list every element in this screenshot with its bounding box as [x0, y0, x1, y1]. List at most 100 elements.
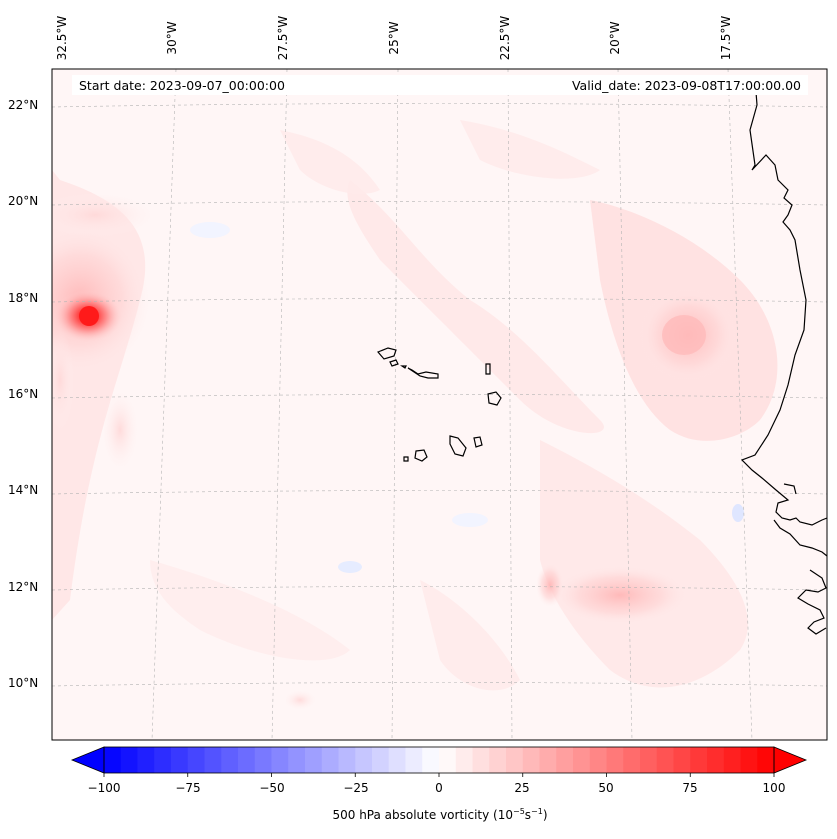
- vorticity-maximum-west-core: [79, 306, 99, 326]
- vorticity-band: [150, 560, 350, 661]
- island-brava: [403, 456, 409, 462]
- colorbar-step: [154, 747, 172, 773]
- colorbar-step: [254, 747, 272, 773]
- colorbar-step: [656, 747, 674, 773]
- colorbar-step: [439, 747, 457, 773]
- colorbar-step: [740, 747, 758, 773]
- meridian-25W: [391, 69, 399, 740]
- colorbar-tick-label: 25: [514, 781, 530, 795]
- vorticity-band: [280, 130, 380, 194]
- island-santo-antao: [376, 347, 397, 360]
- africa-coastline: [783, 483, 797, 495]
- negative-vorticity-patch: [190, 222, 230, 238]
- vorticity-feature: [102, 390, 138, 470]
- colorbar-tick-label: −25: [343, 781, 369, 795]
- colorbar-step: [690, 747, 708, 773]
- colorbar-step: [707, 747, 725, 773]
- negative-vorticity-patch: [452, 513, 488, 527]
- africa-coastline: [797, 569, 827, 635]
- africa-coastline: [773, 519, 828, 557]
- colorbar-step: [539, 747, 557, 773]
- vorticity-feature: [52, 330, 74, 430]
- colorbar-step: [589, 747, 607, 773]
- parallel-10N: [52, 682, 827, 687]
- lat-label-12N: 12°N: [8, 580, 39, 594]
- colorbar-min-extend: [70, 746, 105, 774]
- colorbar-tick-label: 75: [682, 781, 698, 795]
- colorbar-step: [489, 747, 507, 773]
- colorbar-step: [187, 747, 205, 773]
- island-santa-luzia: [400, 365, 407, 369]
- colorbar-step: [455, 747, 473, 773]
- cape-verde-islands: [376, 347, 502, 462]
- meridian-30W: [151, 69, 177, 740]
- colorbar-step: [305, 747, 323, 773]
- colorbar-tick-label: −50: [259, 781, 285, 795]
- lat-label-16N: 16°N: [8, 387, 39, 401]
- colorbar-step: [757, 747, 775, 773]
- lat-label-18N: 18°N: [8, 291, 39, 305]
- lon-label-20W: 20°W: [608, 21, 622, 55]
- parallel-20N: [52, 201, 827, 206]
- island-fogo: [414, 449, 428, 462]
- lon-label-25W: 25°W: [387, 21, 401, 55]
- island-sao-nicolau: [407, 367, 439, 379]
- vorticity-band: [347, 180, 604, 434]
- vorticity-band: [420, 580, 520, 691]
- parallel-12N: [52, 586, 827, 591]
- island-santiago: [449, 435, 467, 457]
- graticule: [52, 69, 827, 740]
- colorbar-step: [120, 747, 138, 773]
- colorbar-step: [673, 747, 691, 773]
- lon-label-22.5W: 22.5°W: [498, 15, 512, 61]
- island-boa-vista: [487, 391, 502, 406]
- lon-label-27.5W: 27.5°W: [276, 15, 290, 61]
- colorbar-step: [171, 747, 189, 773]
- colorbar-step: [640, 747, 658, 773]
- colorbar-step: [606, 747, 624, 773]
- colorbar-tick-label: −100: [87, 781, 121, 795]
- lat-label-10N: 10°N: [8, 676, 39, 690]
- colorbar-steps: [104, 747, 775, 773]
- island-sal: [485, 363, 491, 375]
- vorticity-maximum-west-band: [52, 193, 155, 237]
- start-date-label: Start date: 2023-09-07_00:00:00: [79, 78, 285, 93]
- meridian-27.5W: [271, 69, 288, 740]
- colorbar-step: [372, 747, 390, 773]
- colorbar-step: [522, 747, 540, 773]
- vorticity-band: [540, 440, 748, 688]
- parallel-22N: [52, 103, 827, 108]
- colorbar-tick-label: 0: [435, 781, 443, 795]
- colorbar-step: [723, 747, 741, 773]
- colorbar-step: [388, 747, 406, 773]
- island-sao-vicente: [389, 359, 399, 367]
- vorticity-maximum-south: [536, 563, 564, 607]
- parallel-14N: [52, 490, 827, 495]
- island-maio: [473, 436, 483, 448]
- colorbar-tick-label: 50: [598, 781, 614, 795]
- valid-date-label: Valid_date: 2023-09-08T17:00:00.00: [571, 78, 801, 93]
- colorbar-step: [405, 747, 423, 773]
- lon-label-32.5W: 32.5°W: [55, 15, 69, 61]
- colorbar-tick-label: −75: [175, 781, 201, 795]
- vorticity-maximum-southeast: [550, 565, 690, 625]
- colorbar-tick-label: 100: [762, 781, 786, 795]
- colorbar-step: [104, 747, 122, 773]
- colorbar: [70, 746, 808, 777]
- meridian-20W: [617, 69, 633, 740]
- parallel-18N: [52, 298, 827, 303]
- vorticity-maximum-east-core: [662, 315, 706, 355]
- colorbar-step: [472, 747, 490, 773]
- parallel-16N: [52, 394, 827, 399]
- vorticity-field: [52, 120, 778, 710]
- colorbar-step: [355, 747, 373, 773]
- colorbar-step: [556, 747, 574, 773]
- colorbar-step: [573, 747, 591, 773]
- colorbar-max-extend: [773, 746, 808, 774]
- lon-label-30W: 30°W: [165, 21, 179, 55]
- colorbar-step: [288, 747, 306, 773]
- colorbar-step: [271, 747, 289, 773]
- vorticity-feature: [284, 690, 316, 710]
- map-frame: [51, 68, 828, 741]
